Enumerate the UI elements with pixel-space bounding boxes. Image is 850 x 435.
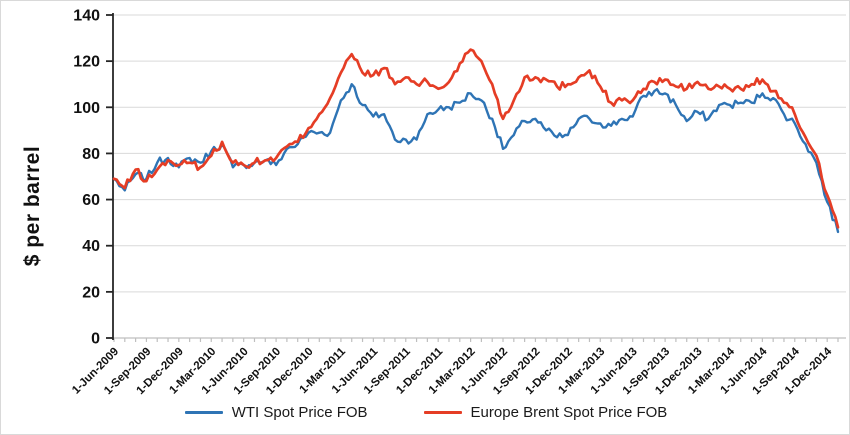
- brent-series-line: [112, 48, 840, 229]
- y-tick-label: 40: [82, 238, 100, 255]
- y-axis-title: $ per barrel: [21, 145, 44, 267]
- wti-line-swatch: [184, 411, 223, 414]
- legend-label-wti: WTI Spot Price FOB: [231, 404, 368, 421]
- y-tick-label: 140: [73, 8, 100, 25]
- legend-item-wti: WTI Spot Price FOB: [184, 404, 368, 421]
- y-tick-label: 20: [82, 284, 100, 301]
- y-tick-label: 80: [82, 146, 100, 163]
- brent-line-swatch: [423, 411, 462, 414]
- y-tick-label: 60: [82, 192, 100, 209]
- legend-label-brent: Europe Brent Spot Price FOB: [470, 404, 668, 421]
- price-line-plot: 0204060801001201401-Jun-20091-Sep-20091-…: [70, 8, 846, 397]
- wti-series-line: [112, 82, 840, 234]
- y-tick-label: 100: [73, 100, 100, 117]
- legend-item-brent: Europe Brent Spot Price FOB: [423, 404, 668, 421]
- chart-legend: WTI Spot Price FOB Europe Brent Spot Pri…: [1, 404, 849, 421]
- y-tick-label: 0: [91, 331, 100, 348]
- y-tick-label: 120: [73, 54, 100, 71]
